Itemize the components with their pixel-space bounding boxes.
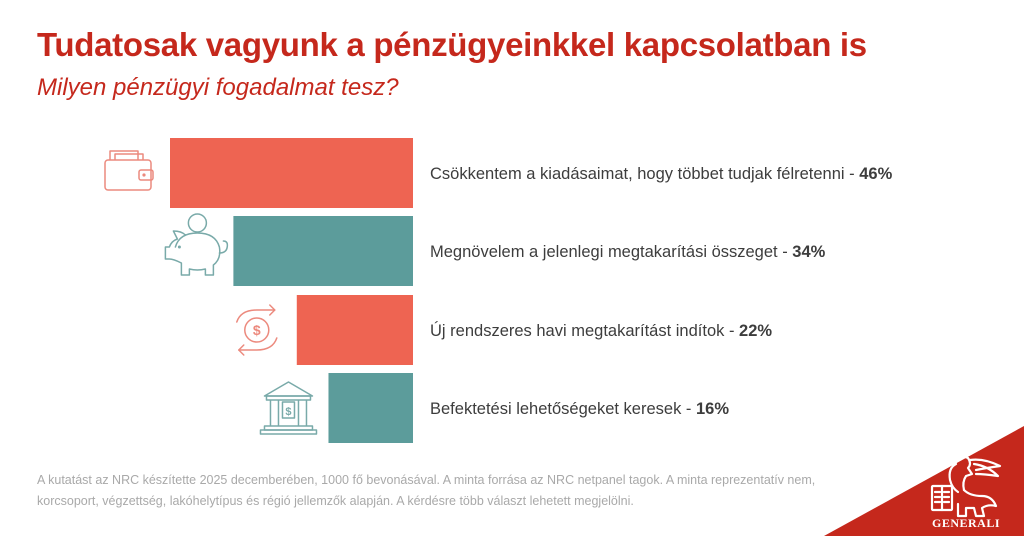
svg-text:$: $ [285, 406, 291, 418]
bar-label-4: Befektetési lehetőségeket keresek - 16% [430, 400, 729, 418]
bar-label-1: Csökkentem a kiadásaimat, hogy többet tu… [430, 165, 893, 183]
value-label: 34% [792, 243, 825, 261]
piggy-bank-icon [164, 213, 229, 276]
bar-label-3: Új rendszeres havi megtakarítást indítok… [430, 321, 772, 340]
bar-label-2: Megnövelem a jelenlegi megtakarítási öss… [430, 243, 826, 261]
category-label: Új rendszeres havi megtakarítást indítok… [430, 321, 739, 340]
bar-2 [233, 216, 413, 286]
svg-text:$: $ [253, 322, 261, 338]
category-label: Csökkentem a kiadásaimat, hogy többet tu… [430, 165, 859, 183]
footnote: A kutatást az NRC készítette 2025 decemb… [37, 473, 816, 508]
value-label: 16% [696, 400, 729, 418]
category-label: Befektetési lehetőségeket keresek - [430, 400, 696, 418]
bank-icon: $ [259, 381, 318, 435]
logo-wordmark: GENERALI [931, 516, 1000, 530]
bar-4 [328, 373, 413, 443]
bar-3 [296, 295, 413, 365]
recurring-payment-icon: $ [236, 304, 278, 356]
generali-lion-logo [930, 455, 1002, 518]
value-label: 22% [739, 322, 772, 340]
value-label: 46% [859, 165, 892, 183]
chart-title: Tudatosak vagyunk a pénzügyeinkkel kapcs… [37, 26, 867, 63]
category-label: Megnövelem a jelenlegi megtakarítási öss… [430, 243, 792, 261]
chart-subtitle: Milyen pénzügyi fogadalmat tesz? [37, 74, 399, 101]
bar-1 [170, 138, 413, 208]
wallet-icon [104, 150, 154, 191]
bar-chart: Csökkentem a kiadásaimat, hogy többet tu… [104, 138, 893, 443]
